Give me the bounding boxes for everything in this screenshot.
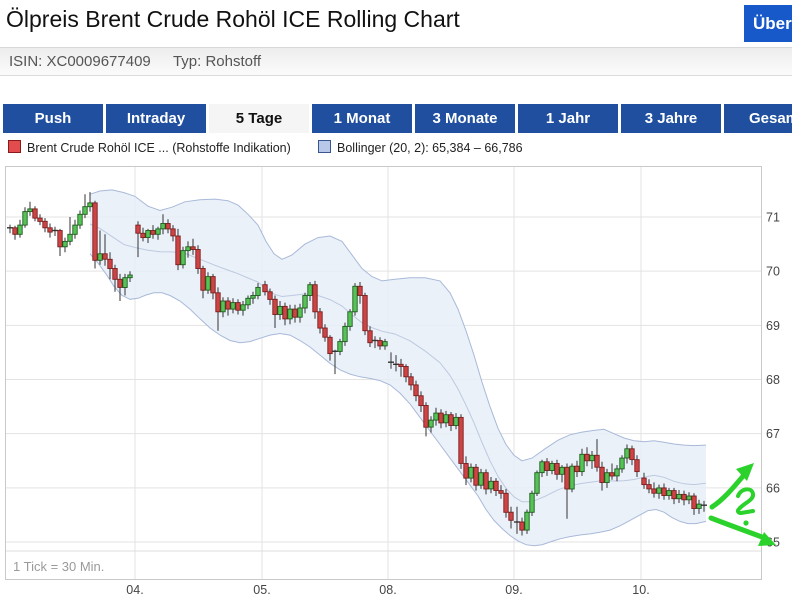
bollinger-lower-line [89,253,707,547]
tab-5-tage[interactable]: 5 Tage [209,104,309,133]
tab-push[interactable]: Push [3,104,103,133]
isin-value: ISIN: XC0009677409 [9,53,151,70]
tick-note: 1 Tick = 30 Min. [13,559,104,574]
chart-legend: Brent Crude Rohöl ICE ... (Rohstoffe Ind… [0,133,792,163]
x-axis-label: 09. [505,583,522,597]
legend-bollinger-label: Bollinger (20, 2): 65,384 – 66,786 [337,141,523,155]
x-axis-label: 08. [379,583,396,597]
legend-instrument: Brent Crude Rohöl ICE ... (Rohstoffe Ind… [8,140,291,155]
tab-1-jahr[interactable]: 1 Jahr [518,104,618,133]
choice-2-dot [743,520,749,526]
price-chart[interactable]: 1 Tick = 30 Min.7170696867666504.05.08.0… [0,163,792,599]
y-axis-label: 66 [766,481,780,495]
tab-3-jahre[interactable]: 3 Jahre [621,104,721,133]
bollinger-upper-line [89,189,707,462]
hand-drawn-annotations [708,463,776,546]
typ-value: Typ: Rohstoff [172,53,262,70]
tab-intraday[interactable]: Intraday [106,104,206,133]
down-arrow [708,515,765,540]
tab-1-monat[interactable]: 1 Monat [312,104,412,133]
period-tab-bar: Push Intraday 5 Tage 1 Monat 3 Monate 1 … [3,104,792,133]
page-title: Ölpreis Brent Crude Rohöl ICE Rolling Ch… [6,6,460,32]
tab-3-monate[interactable]: 3 Monate [415,104,515,133]
isin-bar: ISIN: XC0009677409 Typ: Rohstoff [0,47,792,76]
up-arrow-head [736,463,754,481]
choice-2-glyph [735,487,756,515]
y-axis-label: 71 [766,211,780,225]
x-axis-label: 04. [126,583,143,597]
down-arrow-head [758,532,776,546]
y-axis-label: 67 [766,427,780,441]
candlestick-chart-svg: 1 Tick = 30 Min.7170696867666504.05.08.0… [5,166,780,597]
y-axis-label: 68 [766,373,780,387]
x-axis-label: 10. [632,583,649,597]
x-axis-label: 05. [253,583,270,597]
header: Ölpreis Brent Crude Rohöl ICE Rolling Ch… [0,0,792,47]
tab-gesamt[interactable]: Gesam [724,104,792,133]
up-arrow [709,472,747,510]
bollinger-swatch-icon [318,140,331,153]
y-axis-label: 69 [766,319,780,333]
uebersicht-button[interactable]: Über [744,5,792,42]
instrument-swatch-icon [8,140,21,153]
y-axis-label: 70 [766,265,780,279]
legend-bollinger: Bollinger (20, 2): 65,384 – 66,786 [318,140,523,155]
legend-instrument-label: Brent Crude Rohöl ICE ... (Rohstoffe Ind… [27,141,291,155]
bollinger-band-area [90,189,706,546]
